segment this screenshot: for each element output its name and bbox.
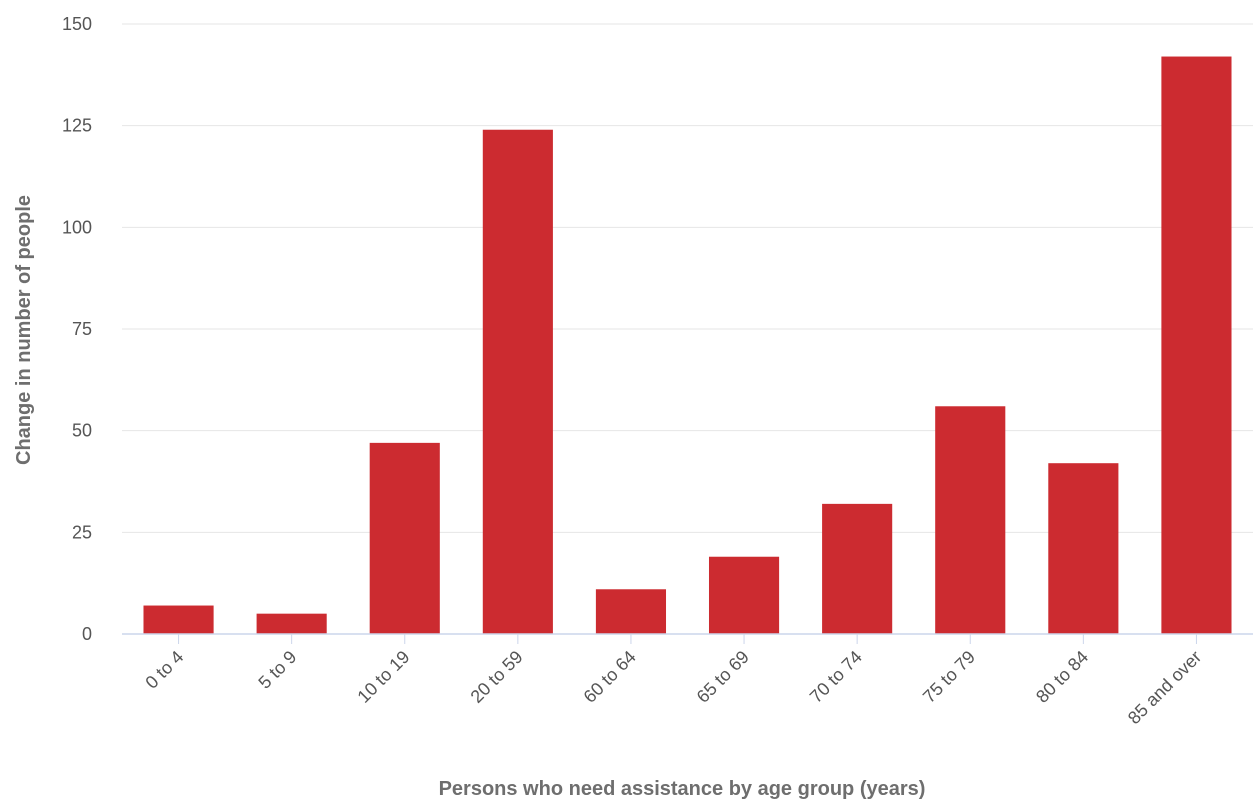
bar	[822, 503, 893, 634]
y-tick-label: 100	[62, 217, 92, 237]
x-tick-label: 80 to 84	[1032, 647, 1092, 707]
x-axis-ticks	[178, 634, 1197, 644]
x-tick-label: 65 to 69	[693, 647, 753, 707]
bar	[143, 605, 214, 634]
y-tick-label: 50	[72, 421, 92, 441]
x-tick-label: 20 to 59	[467, 647, 527, 707]
y-tick-label: 150	[62, 14, 92, 34]
y-axis-tick-labels: 0 25 50 75 100 125 150	[62, 14, 92, 644]
x-tick-label: 5 to 9	[254, 647, 300, 693]
x-tick-label: 85 and over	[1124, 647, 1205, 728]
y-tick-label: 75	[72, 319, 92, 339]
x-tick-label: 75 to 79	[919, 647, 979, 707]
bar	[369, 442, 440, 634]
x-tick-label: 70 to 74	[806, 647, 866, 707]
bars	[143, 56, 1232, 635]
bar	[1048, 463, 1119, 634]
x-axis-tick-labels: 0 to 4 5 to 9 10 to 19 20 to 59 60 to 64 65 t…	[141, 647, 1205, 728]
y-axis-title: Change in number of people	[13, 195, 35, 465]
bar	[708, 556, 780, 634]
bar	[935, 406, 1006, 634]
bar	[595, 589, 667, 634]
x-tick-label: 60 to 64	[580, 647, 640, 707]
bar	[482, 129, 553, 634]
x-tick-label: 10 to 19	[353, 647, 413, 707]
x-tick-label: 0 to 4	[141, 647, 187, 693]
bar	[256, 613, 327, 634]
y-tick-label: 125	[62, 116, 92, 136]
grid-lines	[122, 23, 1253, 533]
bar	[1161, 56, 1232, 635]
y-tick-label: 0	[82, 624, 92, 644]
y-tick-label: 25	[72, 522, 92, 542]
x-axis-title: Persons who need assistance by age group…	[439, 778, 926, 800]
